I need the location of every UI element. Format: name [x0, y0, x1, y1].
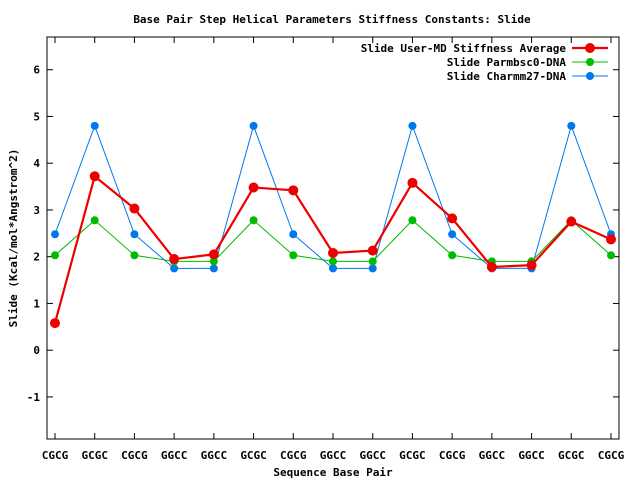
data-point: [408, 216, 417, 225]
x-tick-label: GGCC: [479, 449, 506, 462]
x-tick-label: GGCC: [201, 449, 228, 462]
plot-frame: [46, 36, 620, 440]
data-point: [51, 230, 59, 239]
data-point: [329, 257, 337, 266]
data-point: [607, 251, 615, 260]
x-tick-label: CGCG: [42, 449, 69, 462]
data-point: [567, 121, 576, 130]
x-tick-label: GCGC: [81, 449, 108, 462]
series-1: [50, 171, 616, 329]
x-tick-label: CGCG: [121, 449, 148, 462]
legend-marker: [586, 58, 594, 66]
data-point: [288, 185, 299, 196]
legend-label: Slide User-MD Stiffness Average: [361, 42, 567, 55]
legend-label: Slide Parmbsc0-DNA: [447, 56, 567, 69]
data-point: [526, 260, 537, 271]
y-tick-label: -1: [27, 391, 41, 404]
data-point: [329, 264, 337, 273]
x-tick-label: CGCG: [598, 449, 625, 462]
x-tick-label: CGCG: [280, 449, 307, 462]
x-tick-label: GGCC: [320, 449, 347, 462]
data-point: [129, 203, 140, 214]
data-point: [328, 247, 338, 258]
data-point: [289, 230, 298, 239]
series-line: [54, 124, 612, 269]
data-point: [208, 249, 219, 260]
data-point: [367, 245, 378, 256]
y-tick-label: 1: [33, 297, 40, 310]
data-point: [566, 216, 577, 227]
data-point: [448, 230, 457, 239]
data-point: [130, 251, 139, 260]
x-tick-label: GGCC: [359, 449, 386, 462]
data-point: [248, 182, 259, 193]
x-axis: CGCG GCGC CGCG GGCC GGCC GCGC CGCG GGCC GGCC GCGC…: [42, 37, 625, 462]
y-tick-label: 4: [33, 157, 40, 170]
data-point: [169, 254, 180, 265]
data-point: [368, 257, 377, 266]
data-point: [51, 251, 59, 260]
x-tick-label: GCGC: [240, 449, 267, 462]
chart-title: Base Pair Step Helical Parameters Stiffn…: [133, 13, 531, 26]
y-tick-label: 6: [33, 64, 40, 77]
data-point: [130, 230, 139, 239]
data-point: [90, 121, 99, 130]
series-2: [51, 216, 615, 266]
y-axis: -1 0 1 2 3 4 5 6: [27, 64, 619, 404]
series-layer: [50, 121, 616, 329]
legend-label: Slide Charmm27-DNA: [447, 70, 567, 83]
data-point: [209, 264, 218, 273]
data-point: [50, 318, 60, 329]
data-point: [606, 234, 616, 245]
data-point: [407, 177, 418, 188]
data-point: [408, 121, 417, 130]
data-point: [249, 216, 258, 225]
y-axis-label: Slide (Kcal/mol*Angstrom^2): [7, 149, 20, 328]
x-tick-label: CGCG: [439, 449, 466, 462]
data-point: [368, 264, 377, 273]
data-point: [249, 121, 258, 130]
data-point: [289, 251, 298, 260]
data-point: [448, 251, 457, 260]
x-axis-label: Sequence Base Pair: [273, 466, 393, 479]
data-point: [89, 171, 100, 182]
x-tick-label: GGCC: [518, 449, 545, 462]
x-tick-label: GCGC: [558, 449, 585, 462]
data-point: [447, 213, 458, 224]
legend-marker: [586, 72, 594, 80]
y-tick-label: 3: [33, 204, 40, 217]
y-tick-label: 5: [33, 110, 40, 123]
data-point: [90, 216, 99, 225]
y-tick-label: 0: [33, 344, 40, 357]
data-point: [209, 257, 218, 266]
x-tick-label: GCGC: [399, 449, 426, 462]
x-tick-label: GGCC: [161, 449, 188, 462]
data-point: [486, 261, 497, 272]
data-point: [170, 264, 179, 273]
series-3: [51, 121, 615, 273]
y-tick-label: 2: [33, 251, 40, 264]
legend-marker: [585, 43, 595, 53]
